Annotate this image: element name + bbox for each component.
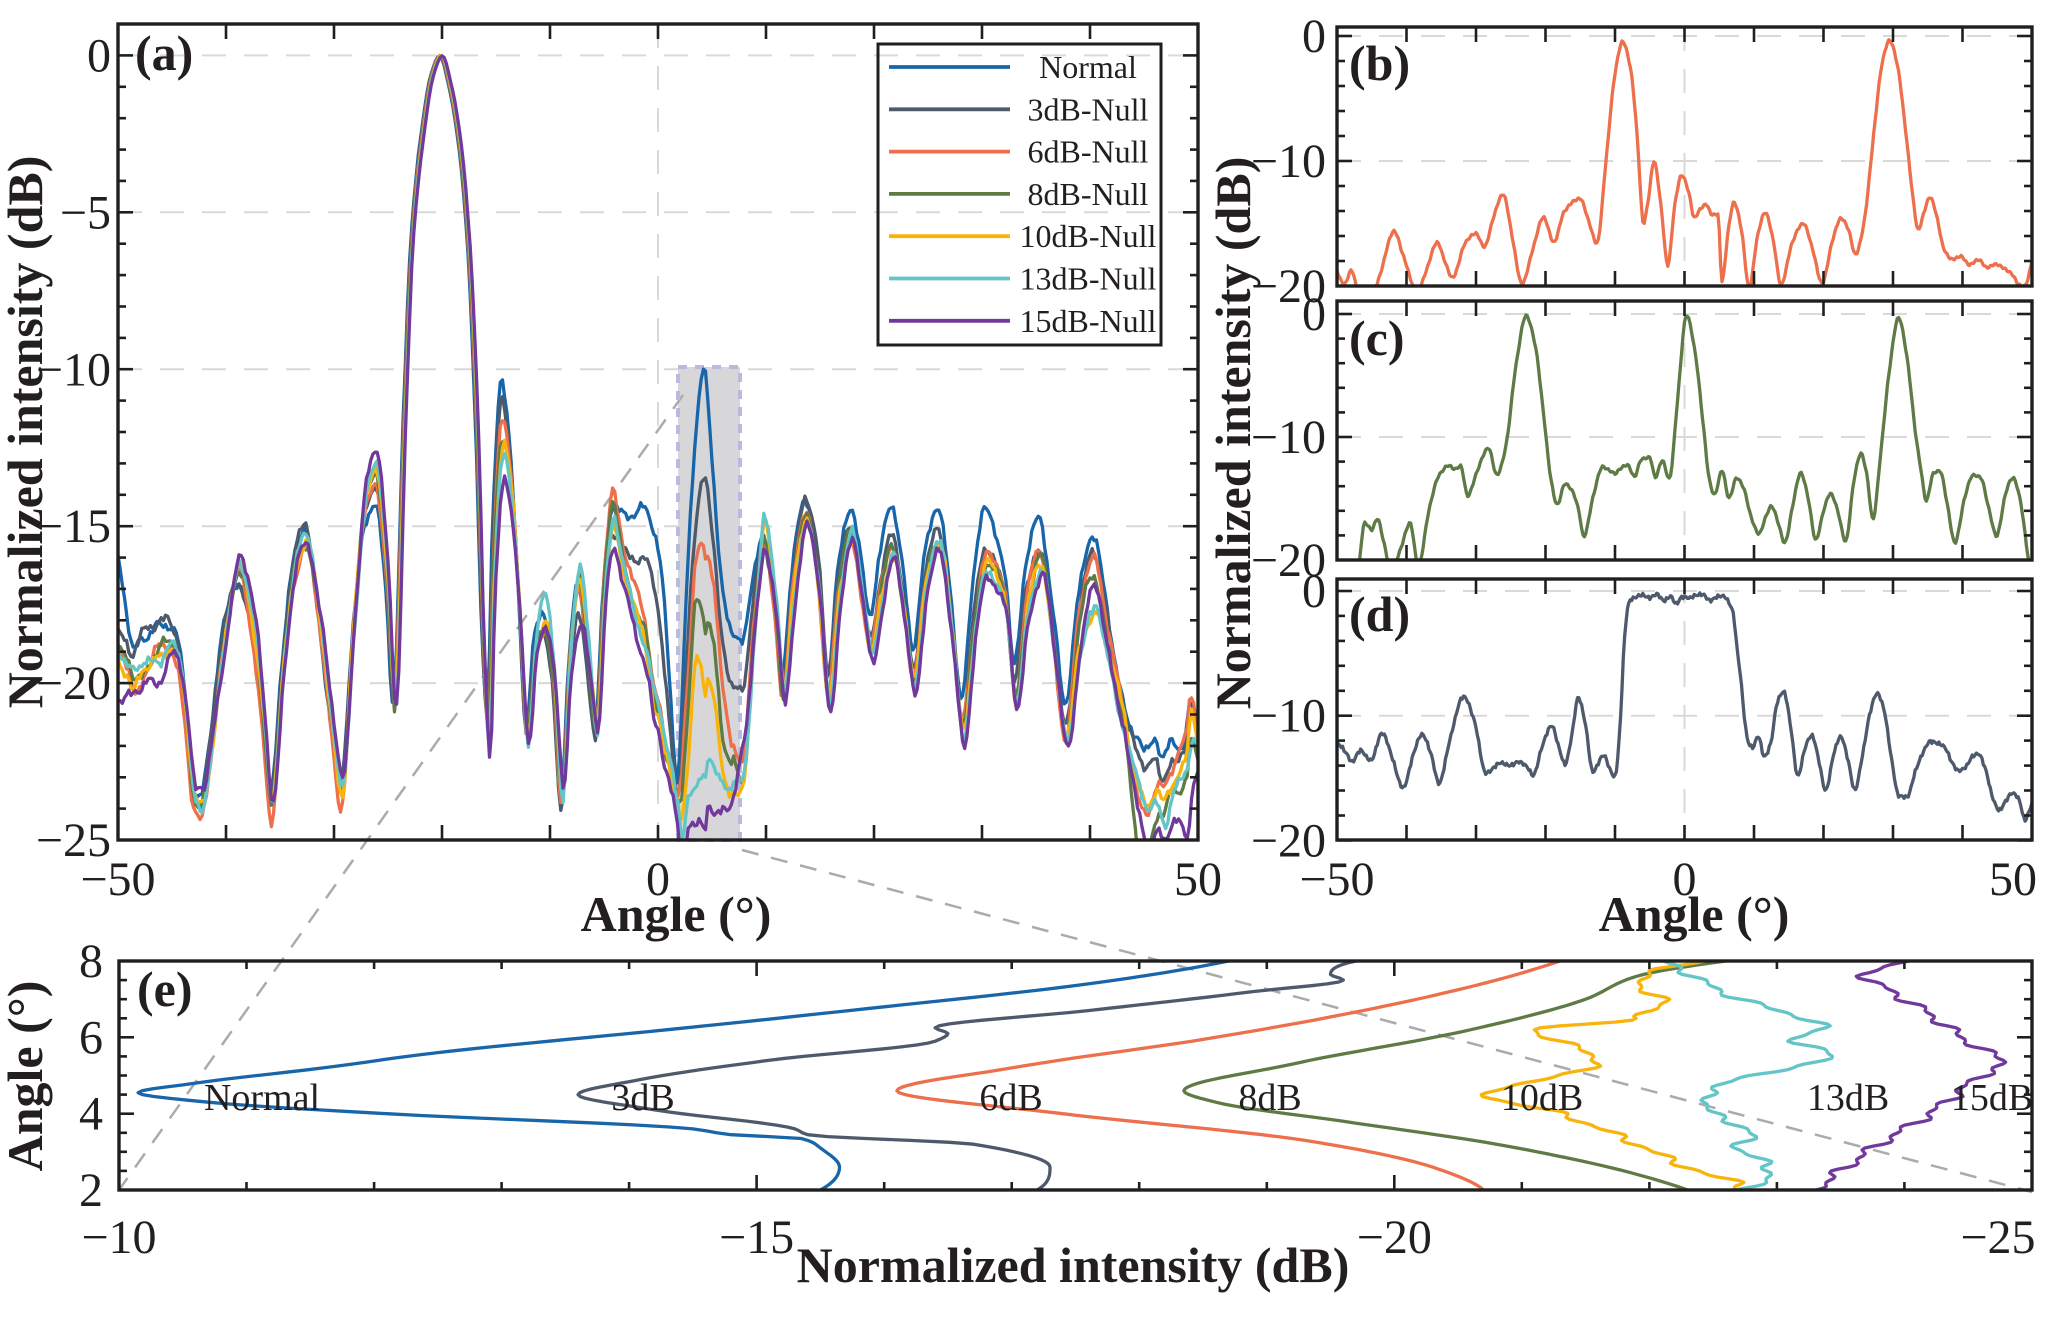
svg-text:Angle (°): Angle (°) xyxy=(0,981,53,1172)
svg-text:−10: −10 xyxy=(81,1211,156,1264)
svg-text:−5: −5 xyxy=(60,186,111,239)
svg-text:−10: −10 xyxy=(36,343,111,396)
svg-text:Angle (°): Angle (°) xyxy=(1599,886,1790,942)
svg-text:−10: −10 xyxy=(1251,690,1326,743)
svg-text:10dB-Null: 10dB-Null xyxy=(1020,218,1157,254)
svg-text:−15: −15 xyxy=(719,1211,794,1264)
svg-text:0: 0 xyxy=(1302,10,1326,63)
svg-text:15dB-Null: 15dB-Null xyxy=(1020,303,1157,339)
svg-text:6dB-Null: 6dB-Null xyxy=(1028,134,1149,170)
svg-text:50: 50 xyxy=(1174,853,1222,906)
svg-text:−20: −20 xyxy=(36,657,111,710)
svg-text:Normal: Normal xyxy=(204,1077,320,1119)
svg-text:Normalized intensity (dB): Normalized intensity (dB) xyxy=(1205,157,1261,710)
svg-text:−20: −20 xyxy=(1251,534,1326,587)
svg-text:3dB: 3dB xyxy=(611,1077,674,1119)
svg-text:−20: −20 xyxy=(1251,260,1326,313)
svg-text:−20: −20 xyxy=(1357,1211,1432,1264)
svg-text:−25: −25 xyxy=(1960,1211,2035,1264)
svg-text:10dB: 10dB xyxy=(1501,1077,1583,1119)
svg-text:(a): (a) xyxy=(135,25,193,81)
svg-text:0: 0 xyxy=(1302,565,1326,618)
svg-text:4: 4 xyxy=(79,1088,103,1141)
svg-text:(d): (d) xyxy=(1349,586,1410,642)
svg-text:13dB: 13dB xyxy=(1807,1077,1889,1119)
svg-text:15dB: 15dB xyxy=(1951,1077,2033,1119)
svg-text:−50: −50 xyxy=(1299,853,1374,906)
svg-text:0: 0 xyxy=(646,853,670,906)
svg-text:8dB-Null: 8dB-Null xyxy=(1028,176,1149,212)
svg-text:−10: −10 xyxy=(1251,135,1326,188)
svg-text:13dB-Null: 13dB-Null xyxy=(1020,261,1157,297)
svg-text:−10: −10 xyxy=(1251,411,1326,464)
svg-text:0: 0 xyxy=(1673,853,1697,906)
svg-text:(e): (e) xyxy=(137,961,193,1017)
svg-text:6: 6 xyxy=(79,1011,103,1064)
svg-text:0: 0 xyxy=(1302,288,1326,341)
svg-text:(c): (c) xyxy=(1349,310,1405,366)
svg-text:50: 50 xyxy=(1989,853,2037,906)
svg-text:−20: −20 xyxy=(1251,814,1326,867)
svg-text:Angle (°): Angle (°) xyxy=(581,886,772,942)
svg-text:8dB: 8dB xyxy=(1238,1077,1301,1119)
svg-text:8: 8 xyxy=(79,935,103,988)
svg-text:0: 0 xyxy=(87,29,111,82)
svg-text:2: 2 xyxy=(79,1164,103,1217)
svg-text:−25: −25 xyxy=(36,814,111,867)
svg-text:Normalized intensity (dB): Normalized intensity (dB) xyxy=(0,156,53,709)
svg-text:−50: −50 xyxy=(80,853,155,906)
svg-text:−15: −15 xyxy=(36,500,111,553)
svg-text:Normal: Normal xyxy=(1039,49,1137,85)
svg-text:(b): (b) xyxy=(1349,35,1410,91)
svg-text:6dB: 6dB xyxy=(979,1077,1042,1119)
svg-text:3dB-Null: 3dB-Null xyxy=(1028,91,1149,127)
svg-text:Normalized intensity (dB): Normalized intensity (dB) xyxy=(797,1237,1350,1293)
